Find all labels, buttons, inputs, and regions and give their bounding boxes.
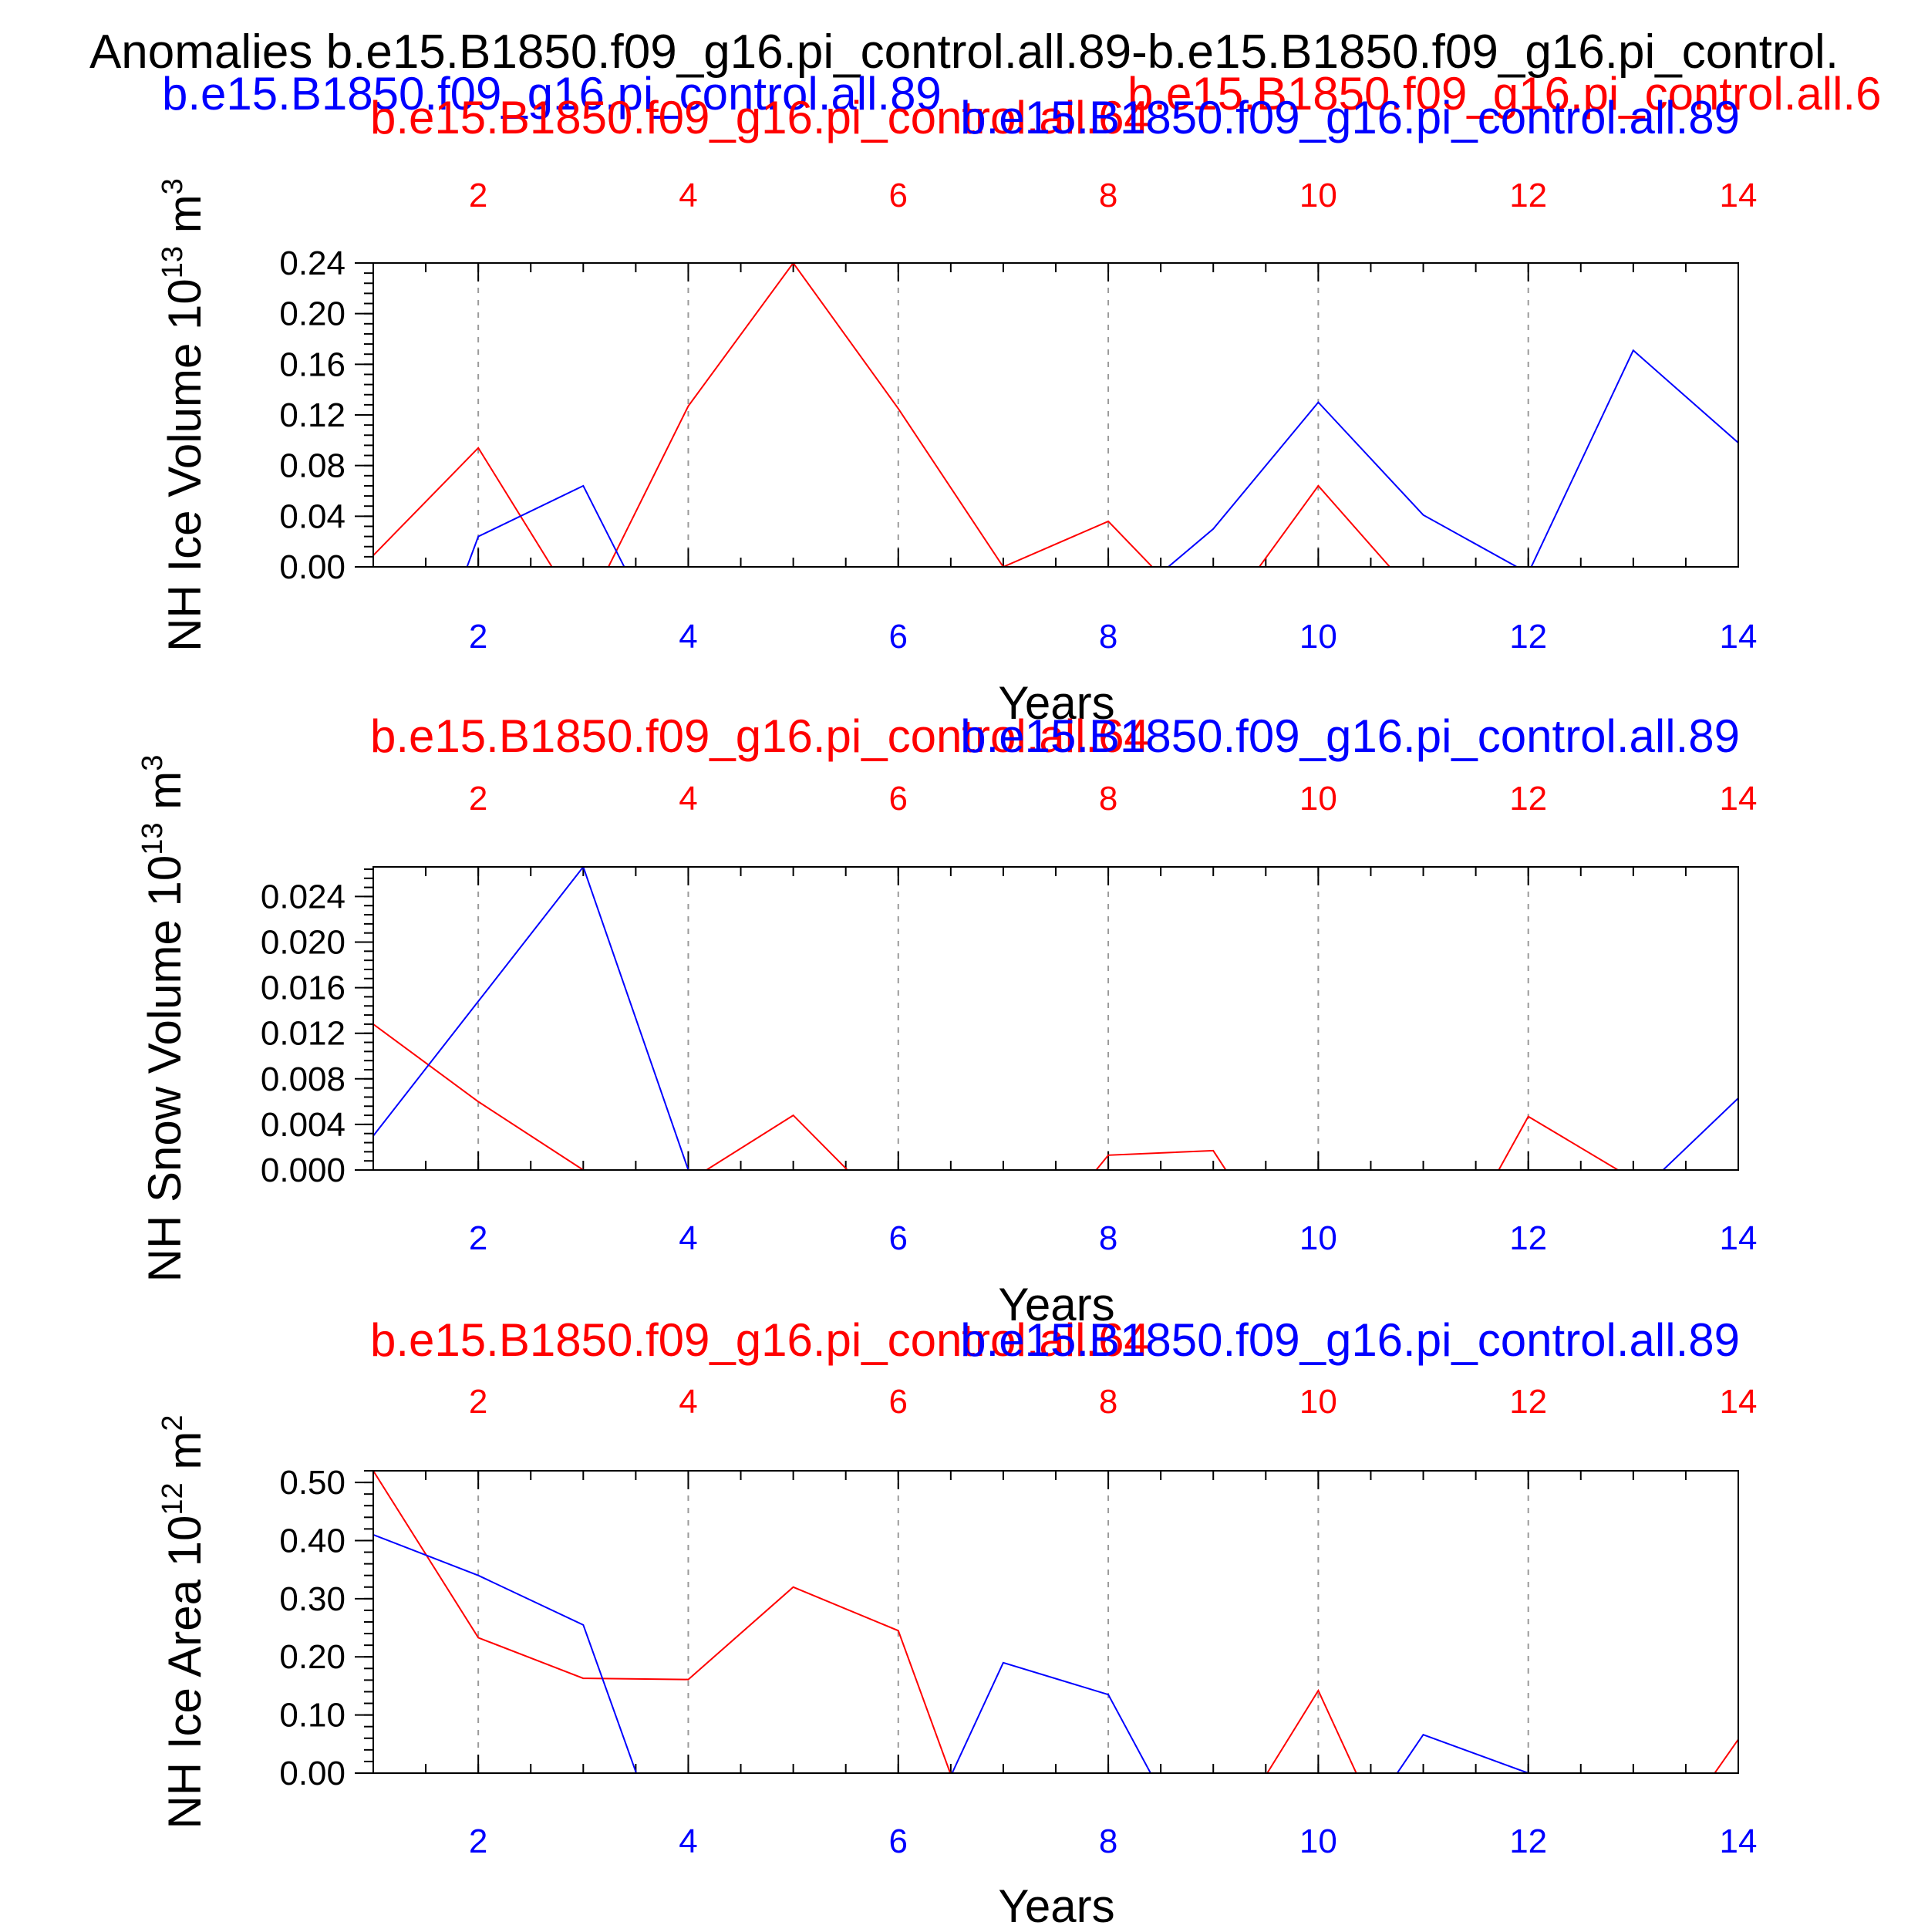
y-tick-label: 0.40 xyxy=(279,1522,345,1559)
top-x-tick-label: 8 xyxy=(1099,177,1117,214)
series-line-red xyxy=(373,263,1391,567)
bottom-x-tick-label: 10 xyxy=(1299,618,1337,656)
x-axis-label: Years xyxy=(998,1880,1114,1928)
top-x-tick-label: 8 xyxy=(1099,780,1117,818)
top-right-case-label: b.e15.B1850.f09_g16.pi_control.all.89 xyxy=(960,710,1740,762)
panel-2: 0.000 0.004 0.008 0.012 0.016 0.020 0.024 2 2 4 4 6… xyxy=(137,710,1757,1330)
bottom-x-tick-label: 6 xyxy=(889,618,908,656)
bottom-x-tick-label: 4 xyxy=(679,1822,697,1860)
y-tick-label: 0.024 xyxy=(261,878,345,915)
y-axis-label: NH Ice Volume 1013 m3 xyxy=(157,178,211,652)
y-tick-label: 0.008 xyxy=(261,1060,345,1098)
top-left-case-label: b.e15.B1850.f09_g16.pi_control.all.64 xyxy=(370,1314,1150,1366)
y-tick-label: 0.24 xyxy=(279,244,345,282)
plot-frame xyxy=(372,1470,1739,1774)
y-tick-label: 0.04 xyxy=(279,497,345,535)
top-x-tick-label: 2 xyxy=(469,177,487,214)
y-tick-label: 0.004 xyxy=(261,1106,345,1144)
y-tick-label: 0.012 xyxy=(261,1015,345,1053)
y-tick-label: 0.20 xyxy=(279,295,345,333)
y-tick-label: 0.020 xyxy=(261,924,345,962)
bottom-x-tick-label: 4 xyxy=(679,618,697,656)
series-line-blue xyxy=(373,1533,1529,1773)
top-x-tick-label: 6 xyxy=(889,177,908,214)
top-x-tick-label: 12 xyxy=(1509,780,1547,818)
series-line-blue xyxy=(373,867,1738,1170)
bottom-x-tick-label: 10 xyxy=(1299,1219,1337,1257)
bottom-x-tick-label: 8 xyxy=(1099,618,1117,656)
y-tick-label: 0.16 xyxy=(279,346,345,383)
top-x-tick-label: 2 xyxy=(469,780,487,818)
bottom-x-tick-label: 6 xyxy=(889,1219,908,1257)
y-tick-label: 0.20 xyxy=(279,1638,345,1676)
top-x-tick-label: 2 xyxy=(469,1383,487,1421)
top-left-case-label: b.e15.B1850.f09_g16.pi_control.all.64 xyxy=(370,710,1150,762)
figure-title: Anomalies b.e15.B1850.f09_g16.pi_control… xyxy=(89,25,1839,79)
plot-frame xyxy=(372,262,1739,568)
bottom-x-tick-label: 14 xyxy=(1720,1219,1758,1257)
x-axis-label: Years xyxy=(998,677,1114,729)
top-x-tick-label: 14 xyxy=(1720,1383,1758,1421)
bottom-x-tick-label: 12 xyxy=(1509,1219,1547,1257)
top-x-tick-label: 12 xyxy=(1509,177,1547,214)
panel-1: 0.00 0.04 0.08 0.12 0.16 0.20 0.24 2 2 4 4 6 6 8 8 10 10… xyxy=(157,92,1758,729)
bottom-x-tick-label: 2 xyxy=(469,618,487,656)
y-tick-label: 0.50 xyxy=(279,1464,345,1502)
top-x-tick-label: 4 xyxy=(679,1383,697,1421)
top-x-tick-label: 6 xyxy=(889,1383,908,1421)
x-axis-label: Years xyxy=(998,1279,1114,1330)
y-tick-label: 0.08 xyxy=(279,447,345,485)
y-axis-label: NH Ice Area 1012 m2 xyxy=(157,1415,211,1829)
y-tick-label: 0.10 xyxy=(279,1697,345,1735)
top-x-tick-label: 6 xyxy=(889,780,908,818)
top-right-case-label: b.e15.B1850.f09_g16.pi_control.all.89 xyxy=(960,1314,1740,1366)
y-tick-label: 0.016 xyxy=(261,969,345,1007)
y-tick-label: 0.00 xyxy=(279,1755,345,1792)
y-tick-label: 0.000 xyxy=(261,1151,345,1189)
y-tick-label: 0.30 xyxy=(279,1580,345,1618)
panel-3: 0.00 0.10 0.20 0.30 0.40 0.50 2 2 4 4 6 6 8 8 10 10 12 12… xyxy=(157,1314,1758,1932)
top-x-tick-label: 12 xyxy=(1509,1383,1547,1421)
series-line-red xyxy=(373,1471,1738,1773)
y-axis-label: NH Snow Volume 1013 m3 xyxy=(137,755,190,1283)
top-x-tick-label: 8 xyxy=(1099,1383,1117,1421)
bottom-x-tick-label: 2 xyxy=(469,1822,487,1860)
chart-panels: 0.00 0.04 0.08 0.12 0.16 0.20 0.24 2 2 4 4 6 6 8 8 10 10… xyxy=(137,92,1758,1932)
top-right-case-label: b.e15.B1850.f09_g16.pi_control.all.89 xyxy=(960,92,1740,143)
bottom-x-tick-label: 12 xyxy=(1509,1822,1547,1860)
right-case-label: b.e15.B1850.f09_g16.pi_control.all.6 xyxy=(1127,68,1881,120)
y-tick-label: 0.12 xyxy=(279,396,345,434)
bottom-x-tick-label: 8 xyxy=(1099,1219,1117,1257)
bottom-x-tick-label: 10 xyxy=(1299,1822,1337,1860)
plot-frame xyxy=(372,866,1739,1171)
top-x-tick-label: 14 xyxy=(1720,177,1758,214)
bottom-x-tick-label: 8 xyxy=(1099,1822,1117,1860)
y-tick-label: 0.00 xyxy=(279,548,345,586)
bottom-x-tick-label: 14 xyxy=(1720,1822,1758,1860)
top-x-tick-label: 4 xyxy=(679,780,697,818)
top-left-case-label: b.e15.B1850.f09_g16.pi_control.all.64 xyxy=(370,92,1150,143)
bottom-x-tick-label: 14 xyxy=(1720,618,1758,656)
bottom-x-tick-label: 4 xyxy=(679,1219,697,1257)
top-x-tick-label: 10 xyxy=(1299,1383,1337,1421)
bottom-x-tick-label: 6 xyxy=(889,1822,908,1860)
bottom-x-tick-label: 12 xyxy=(1509,618,1547,656)
left-case-label: b.e15.B1850.f09_g16.pi_control.all.89 xyxy=(162,68,942,120)
top-x-tick-label: 10 xyxy=(1299,177,1337,214)
top-x-tick-label: 4 xyxy=(679,177,697,214)
series-line-blue xyxy=(466,349,1738,567)
top-x-tick-label: 10 xyxy=(1299,780,1337,818)
bottom-x-tick-label: 2 xyxy=(469,1219,487,1257)
top-x-tick-label: 14 xyxy=(1720,780,1758,818)
series-line-red xyxy=(373,1023,1620,1170)
